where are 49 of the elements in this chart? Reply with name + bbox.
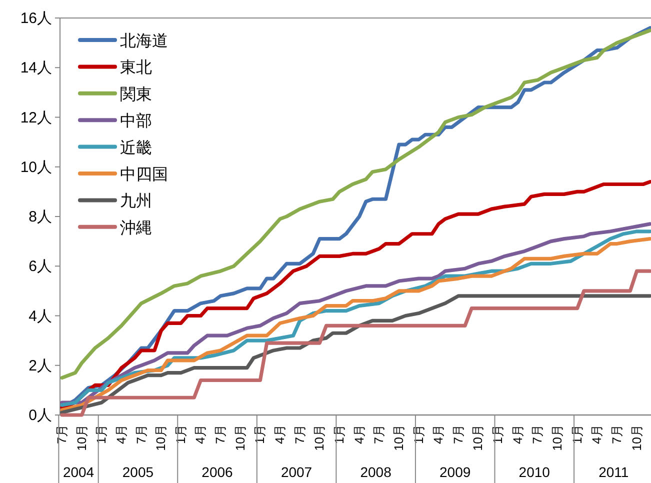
x-tick-label: 7月 <box>134 424 148 444</box>
legend-label: 近畿 <box>120 138 152 157</box>
y-tick-label: 0人 <box>28 407 52 424</box>
x-tick-label: 10月 <box>233 424 248 451</box>
x-tick-label: 4月 <box>352 424 366 444</box>
x-tick-label: 4月 <box>510 424 525 444</box>
x-tick-label: 4月 <box>432 424 446 444</box>
x-tick-label: 7月 <box>292 424 307 444</box>
y-tick-label: 16人 <box>20 10 52 27</box>
x-tick-label: 10月 <box>154 424 168 451</box>
legend-label: 中部 <box>120 112 152 130</box>
y-tick-label: 10人 <box>20 158 52 176</box>
y-tick-label: 14人 <box>20 60 52 77</box>
y-tick-label: 6人 <box>28 258 52 276</box>
line-series <box>60 180 651 410</box>
x-tick-label: 10月 <box>630 424 644 451</box>
x-tick-label: 10月 <box>471 424 486 451</box>
text: 2004 <box>62 464 94 480</box>
legend-label: 東北 <box>120 58 152 77</box>
text: 2007 <box>280 464 312 480</box>
legend-label: 沖縄 <box>120 218 152 237</box>
legend-label: 関東 <box>120 85 152 104</box>
text: 2005 <box>122 464 154 480</box>
y-tick-label: 12人 <box>20 109 52 126</box>
x-tick-label: 7月 <box>451 424 466 444</box>
y-tick-label: 8人 <box>28 208 52 226</box>
x-tick-label: 10月 <box>392 424 406 451</box>
x-tick-label: 7月 <box>372 424 386 444</box>
y-tick-label: 4人 <box>28 308 52 325</box>
y-tick-label: 2人 <box>28 357 52 374</box>
legend-label: 中四国 <box>120 166 168 184</box>
legend-label: 九州 <box>120 192 152 210</box>
x-tick-label: 10月 <box>550 424 565 451</box>
x-tick-label: 7月 <box>610 424 624 444</box>
x-tick-label: 7月 <box>214 424 228 444</box>
legend-label: 北海道 <box>120 32 168 50</box>
x-tick-label: 10月 <box>312 424 327 451</box>
x-tick-label: 7月 <box>55 424 69 444</box>
x-tick-label: 7月 <box>530 424 545 444</box>
text: 2008 <box>360 464 392 480</box>
x-tick-label: 4月 <box>273 424 288 444</box>
text: 2010 <box>518 464 550 480</box>
x-tick-label: 10月 <box>74 424 89 451</box>
x-tick-label: 4月 <box>194 424 208 444</box>
text: 2009 <box>440 464 471 480</box>
text: 2011 <box>598 464 629 480</box>
x-tick-label: 4月 <box>114 424 128 444</box>
text: 2006 <box>202 464 233 480</box>
x-tick-label: 4月 <box>590 424 604 444</box>
